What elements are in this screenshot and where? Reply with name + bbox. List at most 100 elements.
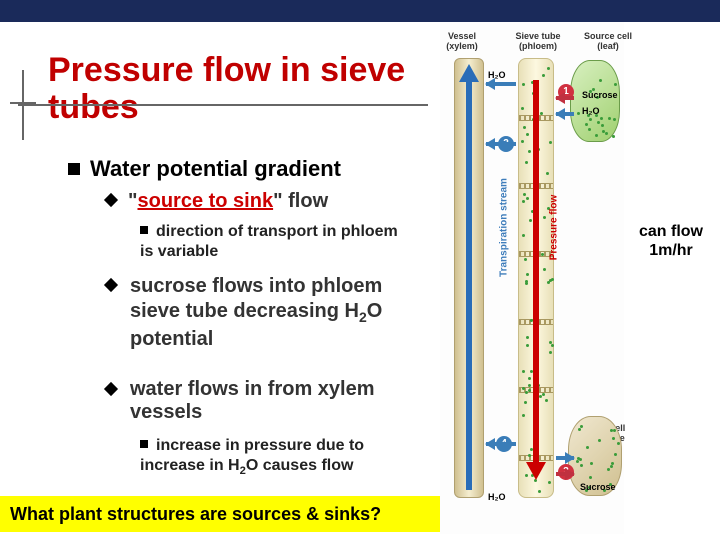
sucrose-dot-icon	[611, 462, 614, 465]
title-marker-h	[10, 102, 36, 104]
sucrose-dot-icon	[522, 414, 525, 417]
b2-a: sucrose flows into phloem sieve tube dec…	[130, 275, 382, 322]
sucrose-dot-icon	[521, 107, 524, 110]
sub-bullet-pressure: increase in pressure due to increase in …	[140, 436, 420, 478]
sucrose-dot-icon	[613, 429, 616, 432]
question-band: What plant structures are sources & sink…	[0, 496, 445, 532]
sucrose-dot-icon	[612, 437, 615, 440]
square-bullet-icon	[68, 163, 80, 175]
sub1-text: direction of transport in phloem is vari…	[140, 223, 398, 260]
label-h2o-bottom: H₂O	[488, 492, 506, 502]
sucrose-dot-icon	[586, 446, 589, 449]
sucrose-dot-icon	[605, 132, 608, 135]
sucrose-dot-icon	[522, 234, 525, 237]
xylem-arrow	[460, 64, 478, 490]
label-h2o-source: H₂O	[582, 106, 600, 116]
sucrose-dot-icon	[576, 460, 579, 463]
sucrose-dot-icon	[590, 462, 593, 465]
sucrose-dot-icon	[548, 481, 551, 484]
sucrose-dot-icon	[589, 118, 592, 121]
sucrose-dot-icon	[521, 140, 524, 143]
title-marker-v	[22, 70, 24, 140]
sucrose-dot-icon	[538, 490, 541, 493]
sucrose-dot-icon	[578, 428, 581, 431]
sucrose-dot-icon	[610, 465, 613, 468]
arrow-down-icon	[526, 462, 546, 480]
sucrose-dot-icon	[599, 79, 602, 82]
label-h2o-top: H₂O	[488, 70, 506, 80]
bullet-source-to-sink: "source to sink" flow	[106, 190, 328, 213]
source-cell-leaf	[570, 60, 620, 142]
sucrose-dot-icon	[601, 124, 604, 127]
top-bar	[0, 0, 720, 22]
sub-bullet-direction: direction of transport in phloem is vari…	[140, 222, 410, 262]
sucrose-dot-icon	[608, 117, 611, 120]
diamond-bullet-icon	[104, 278, 118, 292]
label-vessel-xylem: Vessel (xylem)	[440, 32, 484, 52]
sucrose-dot-icon	[549, 351, 552, 354]
arrow-line	[466, 78, 472, 490]
note-line1: can flow	[639, 223, 703, 240]
sucrose-dot-icon	[607, 468, 610, 471]
label-pressure-flow: Pressure flow	[549, 158, 560, 298]
sucrose-dot-icon	[577, 112, 580, 115]
sucrose-dot-icon	[522, 200, 525, 203]
bullet-water-flows: water flows in from xylem vessels	[106, 378, 416, 424]
arrow-h2o-sink	[556, 456, 574, 460]
sucrose-dot-icon	[597, 121, 600, 124]
square-small-icon	[140, 226, 148, 234]
bullet-sucrose: sucrose flows into phloem sieve tube dec…	[106, 274, 416, 352]
source-to-sink-link: source to sink	[137, 190, 273, 212]
label-sucrose-top: Sucrose	[582, 90, 618, 100]
sucrose-dot-icon	[547, 67, 550, 70]
sucrose-dot-icon	[595, 134, 598, 137]
question-text: What plant structures are sources & sink…	[10, 504, 381, 525]
bullet2-text: sucrose flows into phloem sieve tube dec…	[130, 274, 416, 352]
title-line1: Pressure flow in sieve	[48, 51, 405, 89]
arrow-h2o-xylem-to-phloem	[486, 142, 516, 146]
sucrose-dot-icon	[617, 442, 620, 445]
arrow-h2o-in-top	[486, 82, 516, 86]
arrow-line	[533, 80, 539, 466]
arrow-sucrose-in	[556, 96, 574, 100]
arrow-sucrose-out	[556, 472, 574, 476]
note-line2: 1m/hr	[649, 242, 693, 259]
arrow-h2o-return	[486, 442, 516, 446]
sucrose-dot-icon	[588, 128, 591, 131]
square-small-icon	[140, 440, 148, 448]
phloem-arrow	[526, 80, 546, 480]
bullet1-text: "source to sink" flow	[128, 190, 328, 212]
arrow-h2o-source	[556, 112, 574, 116]
page-title: Pressure flow in sieve tubes	[48, 52, 428, 127]
bullet3-text: water flows in from xylem vessels	[130, 378, 375, 423]
sub2-text: increase in pressure due to increase in …	[140, 437, 364, 474]
sucrose-dot-icon	[522, 370, 525, 373]
sucrose-dot-icon	[600, 117, 603, 120]
sucrose-dot-icon	[598, 439, 601, 442]
label-sieve-tube: Sieve tube (phloem)	[502, 32, 574, 52]
pressure-flow-diagram: Vessel (xylem) Sieve tube (phloem) Sourc…	[440, 22, 624, 534]
diamond-bullet-icon	[104, 382, 118, 396]
sucrose-dot-icon	[549, 141, 552, 144]
heading-text: Water potential gradient	[90, 156, 341, 181]
title-underline	[18, 104, 428, 106]
sucrose-dot-icon	[580, 464, 583, 467]
s2b: O causes flow	[246, 457, 354, 474]
sucrose-dot-icon	[614, 83, 617, 86]
sucrose-dot-icon	[551, 344, 554, 347]
sucrose-dot-icon	[580, 425, 583, 428]
label-transpiration-stream: Transpiration stream	[499, 158, 510, 298]
b1-suffix: " flow	[273, 190, 328, 212]
sucrose-dot-icon	[613, 118, 616, 121]
sucrose-dot-icon	[585, 123, 588, 126]
sucrose-dot-icon	[579, 458, 582, 461]
sucrose-dot-icon	[589, 476, 592, 479]
sucrose-dot-icon	[542, 74, 545, 77]
sucrose-dot-icon	[612, 135, 615, 138]
b2-sub: 2	[359, 309, 367, 325]
heading-water-potential: Water potential gradient	[68, 156, 341, 182]
sucrose-dot-icon	[522, 83, 525, 86]
diamond-bullet-icon	[104, 193, 118, 207]
flow-rate-note: can flow 1m/hr	[626, 222, 716, 260]
sucrose-dot-icon	[614, 453, 617, 456]
